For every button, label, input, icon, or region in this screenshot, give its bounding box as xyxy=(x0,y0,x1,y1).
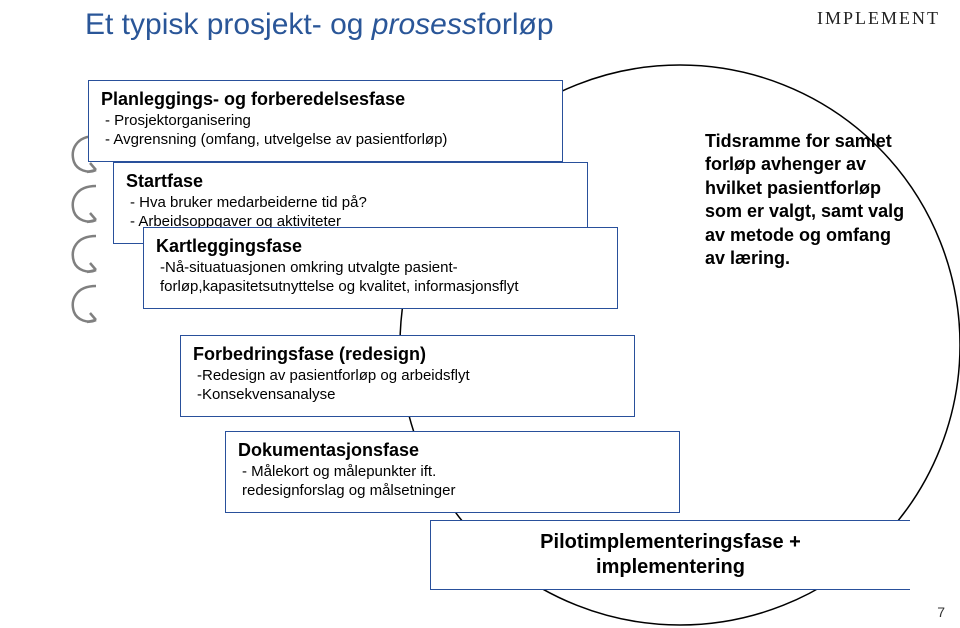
phase-bullet: -Konsekvensanalyse xyxy=(193,386,622,405)
phase-box-improvement: Forbedringsfase (redesign) -Redesign av … xyxy=(180,335,635,417)
phase-bullet: - Avgrensning (omfang, utvelgelse av pas… xyxy=(101,131,550,150)
phase-bullet: - Hva bruker medarbeiderne tid på? xyxy=(126,194,575,213)
phase-title: Dokumentasjonsfase xyxy=(238,440,667,461)
title-part2: prosess xyxy=(372,8,477,41)
phase-box-pilot-arrow: Pilotimplementeringsfase + implementerin… xyxy=(430,520,910,590)
phase-bullet: forløp,kapasitetsutnyttelse og kvalitet,… xyxy=(156,278,605,297)
phase-bullet: - Målekort og målepunkter ift. xyxy=(238,463,667,482)
phase-title: Startfase xyxy=(126,171,575,192)
phase-box-mapping: Kartleggingsfase -Nå-situatuasjonen omkr… xyxy=(143,227,618,309)
phase-title: Planleggings- og forberedelsesfase xyxy=(101,89,550,110)
title-part1: Et typisk prosjekt- og xyxy=(85,8,372,41)
iteration-arrow-icon xyxy=(64,280,104,330)
brand-logo: IMPLEMENT xyxy=(817,8,940,29)
timeframe-note: Tidsramme for samlet forløp avhenger av … xyxy=(705,130,915,270)
title-part3: forløp xyxy=(477,8,554,41)
slide-title: Et typisk prosjekt- og prosessforløp xyxy=(85,8,554,42)
phase-bullet: -Nå-situatuasjonen omkring utvalgte pasi… xyxy=(156,259,605,278)
phase-bullet: - Prosjektorganisering xyxy=(101,112,550,131)
phase-box-planning: Planleggings- og forberedelsesfase - Pro… xyxy=(88,80,563,162)
phase-box-documentation: Dokumentasjonsfase - Målekort og målepun… xyxy=(225,431,680,513)
phase-title: Kartleggingsfase xyxy=(156,236,605,257)
iteration-arrow-icon xyxy=(64,230,104,280)
phase-pilot-text: Pilotimplementeringsfase + implementerin… xyxy=(540,530,801,580)
page-number: 7 xyxy=(937,604,945,620)
phase-title: Forbedringsfase (redesign) xyxy=(193,344,622,365)
phase-bullet: -Redesign av pasientforløp og arbeidsfly… xyxy=(193,367,622,386)
iteration-arrow-icon xyxy=(64,180,104,230)
phase-bullet: redesignforslag og målsetninger xyxy=(238,482,667,501)
